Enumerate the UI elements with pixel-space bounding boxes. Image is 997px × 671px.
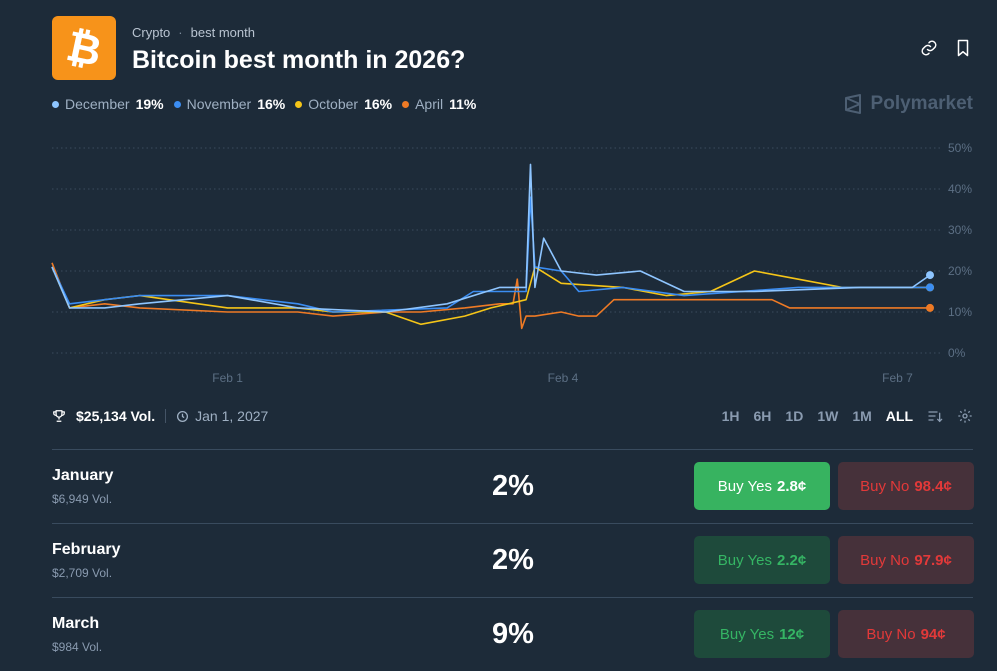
outcome-row-february[interactable]: February $2,709 Vol. 2% Buy Yes 2.2¢ Buy … xyxy=(52,523,974,597)
outcome-name: February xyxy=(52,541,121,558)
trophy-icon xyxy=(53,410,65,422)
buy-yes-button[interactable]: Buy Yes 2.8¢ xyxy=(694,462,830,510)
range-1m[interactable]: 1M xyxy=(852,408,872,424)
legend-dot xyxy=(402,100,410,108)
bitcoin-symbol: ₿ xyxy=(62,20,106,76)
total-volume: $25,134 Vol. xyxy=(76,408,156,424)
legend-label: April xyxy=(415,96,444,112)
series-line-november xyxy=(51,196,930,313)
legend-dot xyxy=(295,100,303,108)
end-date: Jan 1, 2027 xyxy=(176,408,268,424)
outcome-volume: $2,709 Vol. xyxy=(52,566,113,580)
divider xyxy=(165,409,167,423)
outcome-volume: $6,949 Vol. xyxy=(52,492,113,506)
time-range-selector: 1H 6H 1D 1W 1M ALL xyxy=(722,408,973,424)
series-endpoint-december xyxy=(926,271,934,280)
gear-icon[interactable] xyxy=(957,408,973,424)
market-stats: $25,134 Vol. Jan 1, 2027 xyxy=(52,408,268,424)
legend-label: December xyxy=(65,96,130,112)
outcome-row-march[interactable]: March $984 Vol. 9% Buy Yes 12¢ Buy No 94¢ xyxy=(52,597,974,671)
series-line-april xyxy=(51,262,930,330)
y-tick-label: 0% xyxy=(948,346,966,360)
series-endpoint-november xyxy=(926,283,934,292)
legend-pct: 16% xyxy=(364,96,393,112)
breadcrumb: Crypto · best month xyxy=(132,25,255,40)
buy-yes-label: Buy Yes xyxy=(719,625,775,643)
legend-dot xyxy=(173,100,181,108)
clock-icon xyxy=(177,410,189,422)
buy-no-price: 97.9¢ xyxy=(914,551,952,569)
polymarket-logo-icon xyxy=(844,94,861,114)
y-tick-label: 40% xyxy=(948,182,972,196)
end-date-text: Jan 1, 2027 xyxy=(195,408,269,424)
breadcrumb-separator: · xyxy=(178,25,183,40)
buy-yes-label: Buy Yes xyxy=(717,551,772,569)
buy-no-label: Buy No xyxy=(860,551,910,569)
legend-item-april: April 11% xyxy=(402,96,476,112)
polymarket-brand: Polymarket xyxy=(843,93,973,115)
outcome-probability: 9% xyxy=(492,618,534,650)
x-tick-label: Feb 1 xyxy=(212,371,243,385)
series-endpoint-april xyxy=(926,303,934,312)
buy-no-price: 98.4¢ xyxy=(914,477,952,495)
outcome-name: January xyxy=(52,467,114,484)
price-chart[interactable]: 50% 40% 30% 20% 10% 0% Feb 1 Feb 4 Feb 7 xyxy=(0,130,997,390)
series-line-october xyxy=(51,266,930,326)
range-1d[interactable]: 1D xyxy=(785,408,804,424)
buy-no-button[interactable]: Buy No 94¢ xyxy=(838,610,974,658)
series-line-december xyxy=(51,163,931,313)
page-title: Bitcoin best month in 2026? xyxy=(132,46,466,74)
outcome-row-january[interactable]: January $6,949 Vol. 2% Buy Yes 2.8¢ Buy N… xyxy=(52,449,974,523)
outcome-probability: 2% xyxy=(492,470,534,502)
outcome-list: January $6,949 Vol. 2% Buy Yes 2.8¢ Buy N… xyxy=(52,449,974,671)
legend-label: October xyxy=(308,96,359,112)
outcome-name: March xyxy=(52,615,100,632)
buy-yes-price: 2.8¢ xyxy=(777,477,807,495)
buy-yes-label: Buy Yes xyxy=(717,477,772,495)
sort-icon[interactable] xyxy=(927,408,943,424)
brand-name: Polymarket xyxy=(870,93,973,114)
range-1w[interactable]: 1W xyxy=(817,408,839,424)
legend-pct: 11% xyxy=(449,96,477,112)
buy-yes-price: 12¢ xyxy=(779,625,805,643)
x-tick-label: Feb 7 xyxy=(882,371,913,385)
outcome-probability: 2% xyxy=(492,544,534,576)
buy-yes-button[interactable]: Buy Yes 2.2¢ xyxy=(694,536,830,584)
y-tick-label: 20% xyxy=(948,264,972,278)
header-actions xyxy=(919,38,973,58)
outcome-volume: $984 Vol. xyxy=(52,640,103,654)
buy-no-button[interactable]: Buy No 97.9¢ xyxy=(838,536,974,584)
buy-no-label: Buy No xyxy=(866,625,916,643)
breadcrumb-category[interactable]: Crypto xyxy=(132,25,171,40)
legend-item-october: October 16% xyxy=(295,96,392,112)
buy-no-price: 94¢ xyxy=(920,625,946,643)
legend-item-november: November 16% xyxy=(173,96,286,112)
legend-item-december: December 19% xyxy=(52,96,164,112)
range-1h[interactable]: 1H xyxy=(721,408,740,424)
buy-no-button[interactable]: Buy No 98.4¢ xyxy=(838,462,974,510)
link-icon[interactable] xyxy=(919,38,939,58)
bookmark-icon[interactable] xyxy=(953,38,973,58)
buy-no-label: Buy No xyxy=(860,477,910,495)
range-6h[interactable]: 6H xyxy=(753,408,772,424)
y-tick-label: 10% xyxy=(948,305,972,319)
y-tick-label: 50% xyxy=(948,141,972,155)
x-tick-label: Feb 4 xyxy=(548,371,579,385)
chart-legend: December 19% November 16% October 16% Ap… xyxy=(52,96,476,112)
legend-label: November xyxy=(186,96,252,112)
market-header: ₿ Crypto · best month Bitcoin best month… xyxy=(52,16,973,86)
buy-yes-price: 2.2¢ xyxy=(777,551,807,569)
legend-pct: 16% xyxy=(257,96,286,112)
legend-dot xyxy=(52,100,59,108)
breadcrumb-tag[interactable]: best month xyxy=(190,25,255,40)
legend-pct: 19% xyxy=(135,96,164,112)
buy-yes-button[interactable]: Buy Yes 12¢ xyxy=(694,610,830,658)
range-all[interactable]: ALL xyxy=(885,408,913,424)
y-tick-label: 30% xyxy=(948,223,972,237)
bitcoin-icon: ₿ xyxy=(52,16,116,80)
